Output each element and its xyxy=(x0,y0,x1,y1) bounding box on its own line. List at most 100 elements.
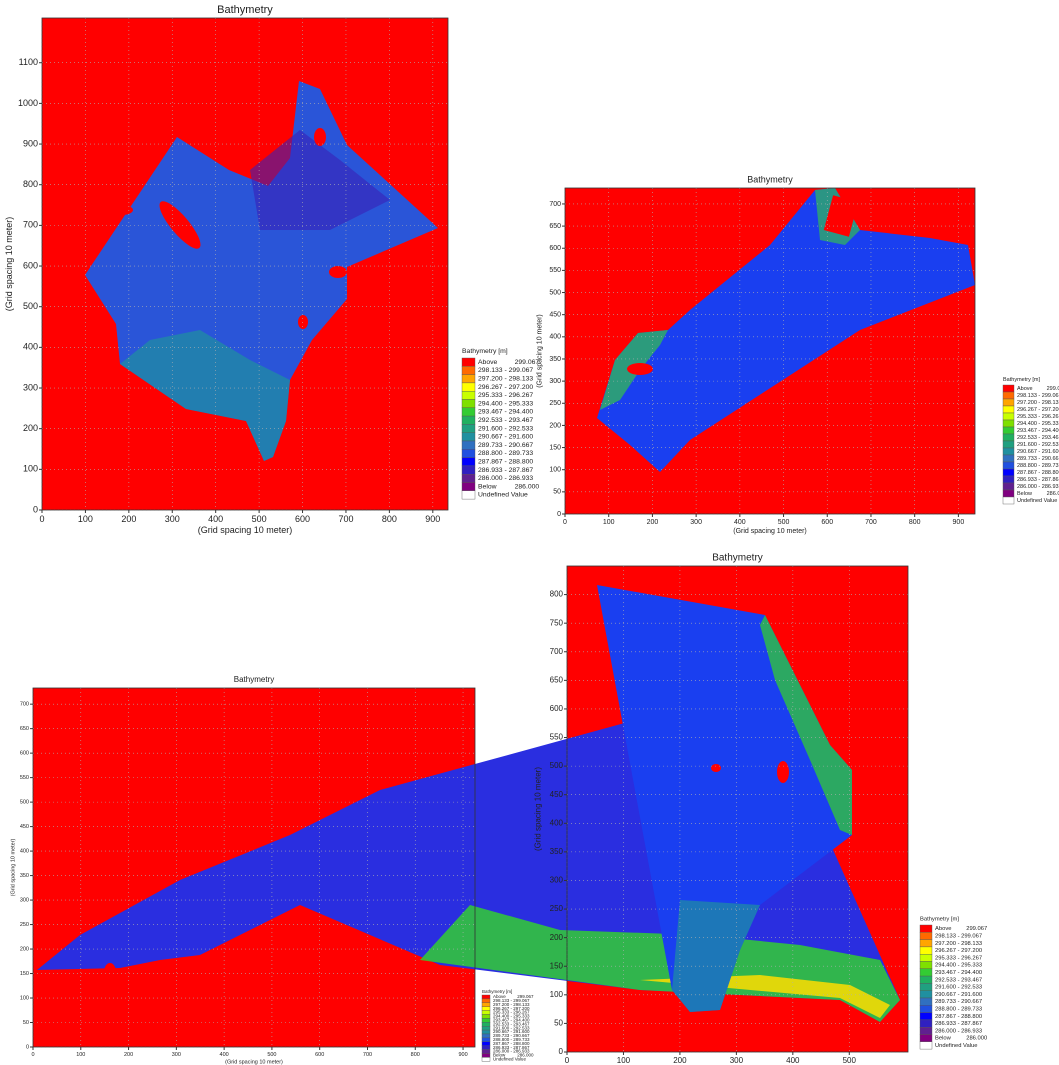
x-tick-label: 300 xyxy=(172,1052,181,1058)
y-tick-label: 650 xyxy=(549,223,561,230)
legend-label: 298.133 - 299.067 xyxy=(478,367,533,374)
legend-label: 291.600 - 292.533 xyxy=(1017,442,1059,448)
x-tick-label: 400 xyxy=(734,519,746,526)
legend-label: 286.000 - 286.933 xyxy=(935,1028,982,1034)
y-tick-label: 250 xyxy=(550,904,564,913)
legend-label: 296.267 - 297.200 xyxy=(493,1006,530,1011)
legend-label: Above xyxy=(935,926,951,932)
legend-swatch xyxy=(461,482,476,492)
legend-label: 291.600 - 292.533 xyxy=(478,425,533,432)
legend-label: 287.867 - 288.800 xyxy=(935,1014,982,1020)
island xyxy=(314,128,326,146)
legend-label: 297.200 - 298.133 xyxy=(493,1002,530,1007)
y-tick-label: 600 xyxy=(549,245,561,252)
island xyxy=(111,205,133,215)
legend-limit: 299.067 xyxy=(517,994,534,999)
y-tick-label: 700 xyxy=(20,702,29,708)
legend-label: 286.933 - 287.867 xyxy=(935,1021,982,1027)
x-tick-label: 200 xyxy=(647,519,659,526)
legend-swatch xyxy=(481,1002,491,1007)
x-tick-label: 0 xyxy=(563,519,567,526)
y-tick-label: 550 xyxy=(549,267,561,274)
y-tick-label: 650 xyxy=(20,726,29,732)
legend-swatch xyxy=(919,968,933,977)
legend-swatch xyxy=(481,998,491,1004)
y-tick-label: 400 xyxy=(549,334,561,341)
x-axis-label: (Grid spacing 10 meter) xyxy=(198,525,293,535)
x-tick-label: 100 xyxy=(78,514,93,524)
legend-label: 292.533 - 293.467 xyxy=(1017,435,1059,441)
x-tick-label: 400 xyxy=(786,1056,800,1065)
legend-label: 293.467 - 294.400 xyxy=(1017,428,1059,434)
legend-swatch xyxy=(1002,405,1015,414)
legend-label: 298.133 - 299.067 xyxy=(493,998,530,1003)
x-tick-label: 900 xyxy=(425,514,440,524)
legend-label: 286.933 - 287.867 xyxy=(1017,477,1059,483)
legend-swatch xyxy=(919,1012,933,1021)
legend-label: 287.867 - 288.800 xyxy=(1017,470,1059,476)
x-axis-label: (Grid spacing 10 meter) xyxy=(733,528,807,535)
y-tick-label: 500 xyxy=(550,761,564,770)
y-tick-label: 0 xyxy=(33,504,38,514)
y-tick-label: 0 xyxy=(557,511,561,518)
y-tick-label: 100 xyxy=(23,464,38,474)
legend-label: 286.000 - 286.933 xyxy=(1017,484,1059,490)
y-tick-label: 600 xyxy=(23,260,38,270)
x-tick-label: 900 xyxy=(458,1052,467,1058)
y-tick-label: 550 xyxy=(550,733,564,742)
legend-swatch xyxy=(1002,433,1015,442)
legend-label: Undefined Value xyxy=(935,1043,977,1049)
y-tick-label: 150 xyxy=(549,444,561,451)
legend-label: 293.467 - 294.400 xyxy=(493,1018,530,1023)
legend-swatch xyxy=(461,382,476,392)
legend-label: 297.200 - 298.133 xyxy=(478,376,533,383)
x-tick-label: 700 xyxy=(865,519,877,526)
legend-label: 296.267 - 297.200 xyxy=(935,948,982,954)
legend-swatch xyxy=(461,432,476,442)
legend-swatch xyxy=(919,1041,933,1050)
shallow-zone xyxy=(760,615,852,835)
legend-title: Bathymetry [m] xyxy=(1003,377,1040,383)
legend-swatch xyxy=(1002,454,1015,463)
legend-label: 295.333 - 296.267 xyxy=(478,392,533,399)
y-tick-label: 500 xyxy=(20,800,29,806)
legend-label: 288.800 - 289.733 xyxy=(493,1037,530,1042)
legend-swatch xyxy=(919,1005,933,1013)
legend-label: 291.600 - 292.533 xyxy=(935,985,982,991)
y-tick-label: 150 xyxy=(550,961,564,970)
x-tick-label: 700 xyxy=(363,1052,372,1058)
legend-swatch xyxy=(481,1006,491,1011)
y-tick-label: 100 xyxy=(549,467,561,474)
x-tick-label: 500 xyxy=(267,1052,276,1058)
x-axis-label: (Grid spacing 10 meter) xyxy=(225,1059,283,1065)
legend-label: Below xyxy=(478,483,497,490)
island xyxy=(777,761,789,783)
legend-label: 297.200 - 298.133 xyxy=(1017,400,1059,406)
legend-label: Below xyxy=(1017,491,1032,497)
legend-swatch xyxy=(481,1037,491,1043)
legend-label: 290.667 - 291.600 xyxy=(935,992,982,998)
x-tick-label: 200 xyxy=(673,1056,687,1065)
legend-swatch xyxy=(1002,496,1015,505)
legend-label: 294.400 - 295.333 xyxy=(1017,421,1059,427)
legend-swatch xyxy=(919,1034,933,1043)
y-tick-label: 550 xyxy=(20,775,29,781)
x-tick-label: 500 xyxy=(778,519,790,526)
y-tick-label: 100 xyxy=(550,990,564,999)
x-tick-label: 800 xyxy=(411,1052,420,1058)
legend-swatch xyxy=(1002,419,1015,428)
legend-label: Undefined Value xyxy=(1017,498,1057,504)
y-tick-label: 300 xyxy=(20,898,29,904)
y-tick-label: 450 xyxy=(549,312,561,319)
y-tick-label: 50 xyxy=(553,489,561,496)
legend-swatch xyxy=(1002,461,1015,470)
y-axis-label: (Grid spacing 10 meter) xyxy=(4,217,14,312)
legend-label: 287.867 - 288.800 xyxy=(478,459,533,466)
legend-swatch xyxy=(461,357,476,367)
legend-label: 297.200 - 298.133 xyxy=(935,941,982,947)
legend-swatch xyxy=(481,1014,491,1019)
legend-swatch xyxy=(1002,440,1015,449)
legend-label: Below xyxy=(493,1053,506,1058)
